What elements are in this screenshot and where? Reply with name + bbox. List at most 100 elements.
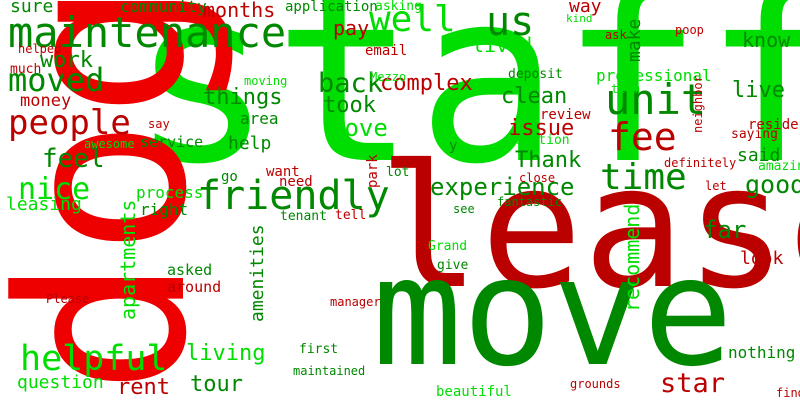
cloud-word-beautiful: beautiful — [436, 384, 512, 400]
cloud-word-right: right — [140, 200, 189, 219]
cloud-word-first: first — [299, 342, 339, 357]
cloud-word-team: team — [611, 82, 640, 96]
cloud-word-far: far — [703, 216, 747, 244]
cloud-word-said: said — [737, 145, 781, 166]
cloud-word-sure: sure — [10, 0, 54, 17]
cloud-word-neighbor: neighbor — [691, 75, 705, 133]
cloud-word-mezzo: Mezzo — [370, 70, 407, 84]
cloud-word-awesome: awesome — [84, 137, 135, 151]
cloud-word-community: community — [120, 0, 207, 16]
cloud-word-work: work — [40, 48, 93, 73]
cloud-word-know: know — [742, 28, 791, 52]
cloud-word-nice: nice — [18, 172, 91, 207]
cloud-word-moving: moving — [244, 74, 288, 88]
cloud-word-amenities: amenities — [247, 224, 268, 322]
cloud-word-look: look — [740, 248, 784, 269]
cloud-word-close: close — [519, 171, 556, 185]
cloud-word-well: well — [369, 0, 456, 40]
cloud-word-deposit: deposit — [508, 67, 563, 82]
cloud-word-us: us — [486, 0, 535, 45]
cloud-word-maintained: maintained — [293, 364, 366, 378]
cloud-word-money: money — [20, 91, 72, 111]
cloud-word-kind: kind — [566, 12, 593, 25]
cloud-word-tenant: tenant — [280, 209, 327, 224]
cloud-word-want: want — [266, 164, 300, 180]
cloud-word-y: y — [449, 138, 458, 154]
cloud-word-maintenance: maintenance — [8, 8, 287, 57]
cloud-word-experience: experience — [430, 173, 575, 201]
cloud-word-make: make — [624, 18, 645, 62]
cloud-word-thank: Thank — [515, 148, 582, 173]
cloud-word-leasing: leasing — [6, 194, 82, 215]
cloud-word-star: star — [660, 368, 726, 399]
cloud-word-let: let — [705, 179, 727, 193]
cloud-word-recommend: recommend — [620, 203, 644, 312]
cloud-word-pay: pay — [333, 16, 370, 40]
cloud-word-need: need — [279, 174, 313, 190]
cloud-word-asked: asked — [167, 261, 213, 279]
cloud-word-say: say — [148, 117, 170, 131]
cloud-word-manager: manager — [330, 295, 381, 309]
cloud-word-way: way — [569, 0, 602, 17]
cloud-word-months: months — [203, 0, 276, 22]
cloud-word-much: much — [10, 62, 42, 77]
cloud-word-complex: complex — [380, 71, 473, 96]
cloud-word-issue: issue — [508, 116, 575, 141]
cloud-word-moved: moved — [8, 61, 105, 99]
cloud-word-please: Please — [46, 292, 90, 306]
cloud-word-took: took — [323, 93, 376, 118]
cloud-word-resident: resident — [748, 117, 800, 133]
cloud-word-staff: staff — [130, 0, 800, 217]
cloud-word-time: time — [600, 157, 687, 198]
cloud-word-review: review — [540, 107, 591, 123]
cloud-word-lease: lease — [378, 129, 800, 327]
cloud-word-go: go — [221, 169, 238, 185]
cloud-word-question: question — [17, 372, 104, 393]
cloud-word-things: things — [203, 85, 283, 110]
cloud-word-tour: tour — [190, 372, 243, 397]
cloud-word-lived: lived — [472, 33, 533, 57]
cloud-word-grounds: grounds — [570, 377, 621, 391]
cloud-word-helpful: helpful — [20, 339, 168, 379]
cloud-word-back: back — [318, 68, 384, 99]
cloud-word-lot: lot — [386, 165, 410, 180]
cloud-word-help: help — [228, 133, 272, 154]
cloud-word-asking: asking — [375, 0, 422, 14]
cloud-word-service: service — [140, 133, 204, 151]
cloud-word-ask: ask — [605, 28, 627, 42]
cloud-word-fantastic: fantastic — [497, 195, 563, 209]
cloud-word-love: love — [330, 114, 388, 142]
cloud-word-find: find — [776, 386, 800, 400]
cloud-word-park: park — [365, 154, 381, 188]
cloud-word-poop: poop — [675, 23, 704, 37]
cloud-word-rent: rent — [117, 375, 170, 400]
cloud-word-apartments: apartments — [116, 199, 140, 320]
cloud-word-friendly: friendly — [197, 173, 390, 219]
cloud-word-living: living — [186, 341, 266, 366]
cloud-word-nothing: nothing — [728, 343, 796, 362]
cloud-word-helped: helped — [18, 42, 62, 56]
cloud-word-amazing: amazing — [758, 159, 800, 174]
cloud-word-grand: Grand — [428, 239, 468, 254]
cloud-word-move: move — [372, 226, 734, 400]
cloud-word-around: around — [167, 278, 222, 296]
cloud-word-clean: clean — [501, 84, 568, 109]
cloud-word-people: people — [8, 103, 131, 143]
cloud-word-tell: tell — [335, 208, 367, 223]
cloud-word-saying: saying — [731, 127, 778, 142]
cloud-word-definitely: definitely — [664, 156, 737, 170]
cloud-word-good: good — [745, 170, 800, 199]
cloud-word-email: email — [365, 43, 408, 59]
cloud-word-fee: fee — [608, 115, 677, 159]
cloud-word-location: location — [507, 133, 570, 148]
cloud-word-application: application — [285, 0, 378, 15]
cloud-word-professional: professional — [596, 66, 712, 85]
cloud-word-process: process — [136, 183, 204, 202]
cloud-word-feel: feel — [42, 144, 105, 174]
cloud-word-see: see — [453, 202, 475, 216]
cloud-word-live: live — [732, 78, 785, 103]
cloud-word-area: area — [240, 109, 279, 128]
cloud-word-unit: unit — [605, 75, 707, 124]
cloud-word-give: give — [437, 258, 469, 273]
